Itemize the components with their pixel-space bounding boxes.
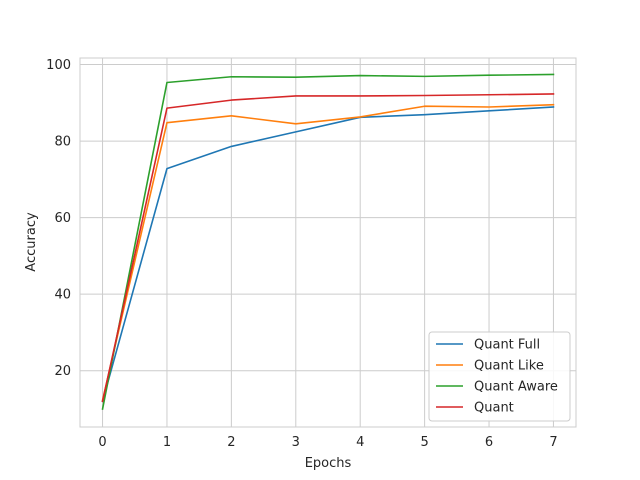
y-tick-labels: 20 40 60 80 100 xyxy=(46,58,71,379)
y-tick-label: 20 xyxy=(54,364,71,379)
x-tick-label: 1 xyxy=(163,435,171,450)
x-tick-label: 7 xyxy=(549,435,557,450)
legend-label-quant-full: Quant Full xyxy=(474,338,540,353)
series-line-quant-aware xyxy=(101,73,555,410)
legend-label-quant-aware: Quant Aware xyxy=(474,380,558,395)
x-tick-label: 0 xyxy=(98,435,106,450)
grid-lines xyxy=(80,58,576,427)
series-line-quant-full xyxy=(101,106,555,403)
x-tick-label: 5 xyxy=(420,435,428,450)
legend-box xyxy=(428,331,571,422)
series-line-quant-like xyxy=(101,103,555,402)
y-tick-label: 40 xyxy=(54,288,71,303)
series-lines xyxy=(101,73,555,410)
x-tick-label: 6 xyxy=(485,435,493,450)
x-tick-labels: 0 1 2 3 4 5 6 7 xyxy=(98,435,557,450)
x-tick-label: 2 xyxy=(227,435,235,450)
legend: Quant Full Quant Like Quant Aware Quant xyxy=(428,331,571,422)
plot-frame xyxy=(79,57,577,428)
y-tick-label: 60 xyxy=(54,211,71,226)
x-tick-label: 3 xyxy=(292,435,300,450)
y-tick-label: 100 xyxy=(46,58,71,73)
series-line-quant xyxy=(101,93,555,403)
x-axis-label: Epochs xyxy=(305,456,352,471)
legend-label-quant: Quant xyxy=(474,401,514,416)
y-tick-label: 80 xyxy=(54,135,71,150)
y-axis-label: Accuracy xyxy=(24,212,39,272)
x-tick-label: 4 xyxy=(356,435,364,450)
legend-label-quant-like: Quant Like xyxy=(474,359,544,374)
